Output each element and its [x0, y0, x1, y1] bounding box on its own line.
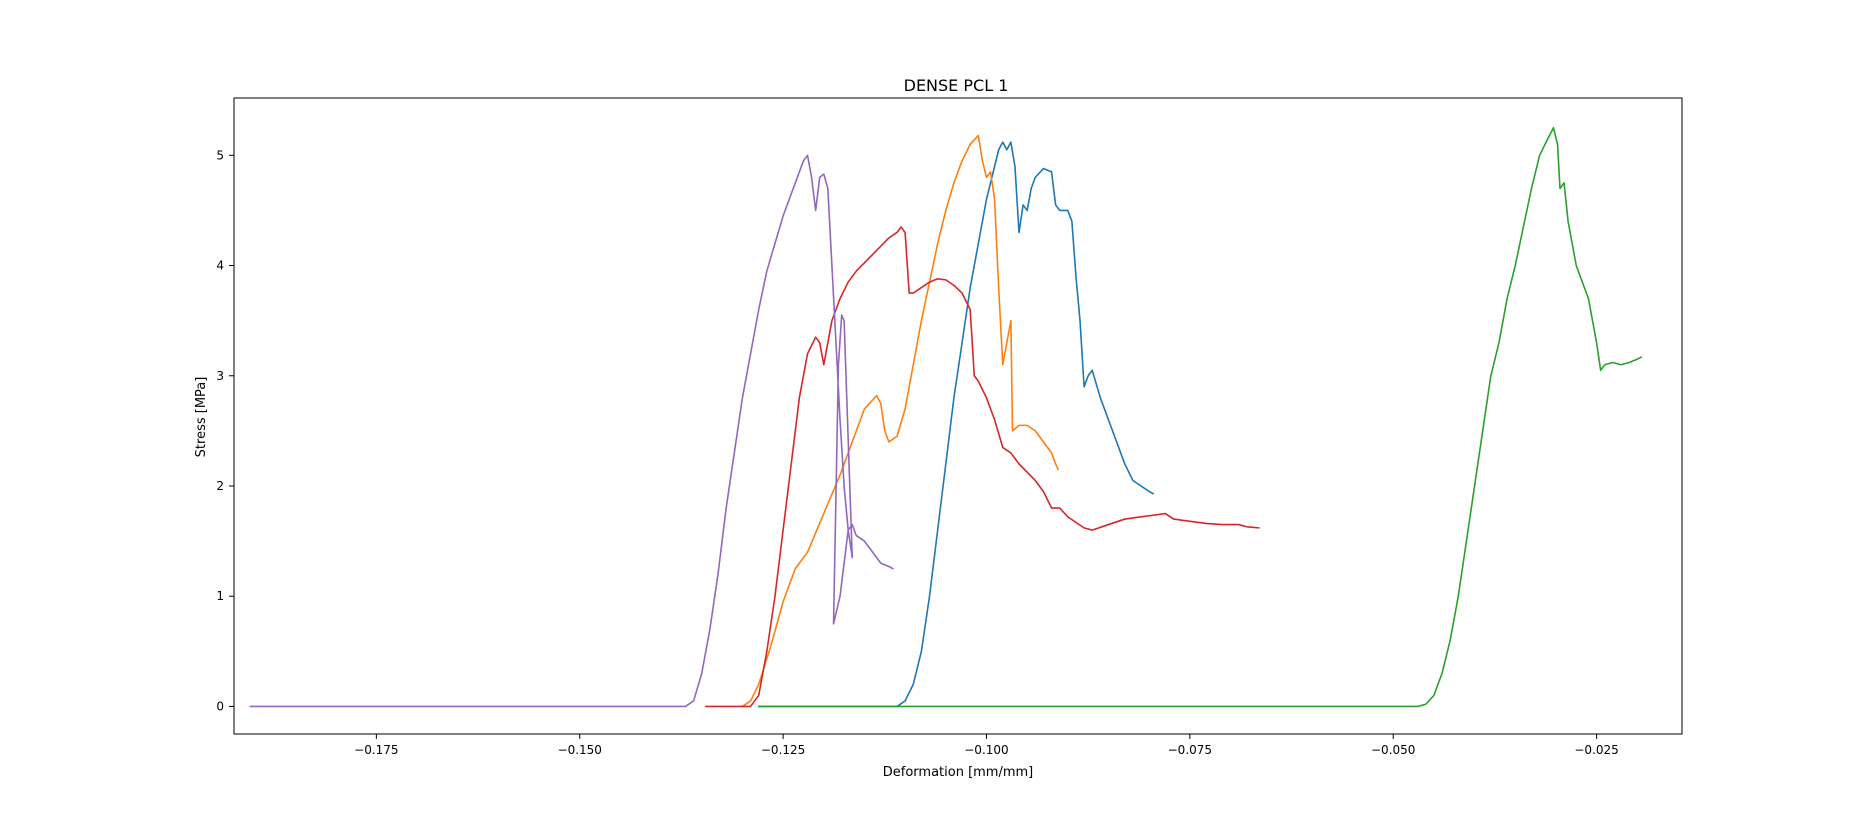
y-axis-label: Stress [MPa] [194, 377, 209, 458]
x-tick-label: −0.025 [1574, 743, 1618, 757]
y-axis: 0 1 2 3 4 5 [216, 148, 234, 713]
x-tick-label: −0.050 [1371, 743, 1415, 757]
y-tick-label: 2 [216, 479, 224, 493]
x-tick-label: −0.150 [558, 743, 602, 757]
chart-title: DENSE PCL 1 [904, 76, 1009, 95]
series-line-1 [757, 141, 1155, 708]
y-tick-label: 1 [216, 589, 224, 603]
x-tick-label: −0.100 [964, 743, 1008, 757]
x-axis-label: Deformation [mm/mm] [883, 765, 1034, 780]
y-tick-label: 4 [216, 259, 224, 273]
series-line-3 [757, 126, 1643, 708]
x-tick-label: −0.125 [761, 743, 805, 757]
series-line-5 [249, 154, 894, 708]
y-tick-label: 0 [216, 699, 224, 713]
series-line-2 [741, 134, 1059, 708]
y-tick-label: 3 [216, 369, 224, 383]
y-tick-label: 5 [216, 148, 224, 162]
x-axis: −0.175 −0.150 −0.125 −0.100 −0.075 −0.050 −0.0… [354, 734, 1619, 757]
plot-frame [233, 97, 1683, 735]
x-tick-label: −0.175 [354, 743, 398, 757]
series-layer [249, 126, 1643, 708]
series-line-4 [705, 226, 1260, 708]
x-tick-label: −0.075 [1168, 743, 1212, 757]
